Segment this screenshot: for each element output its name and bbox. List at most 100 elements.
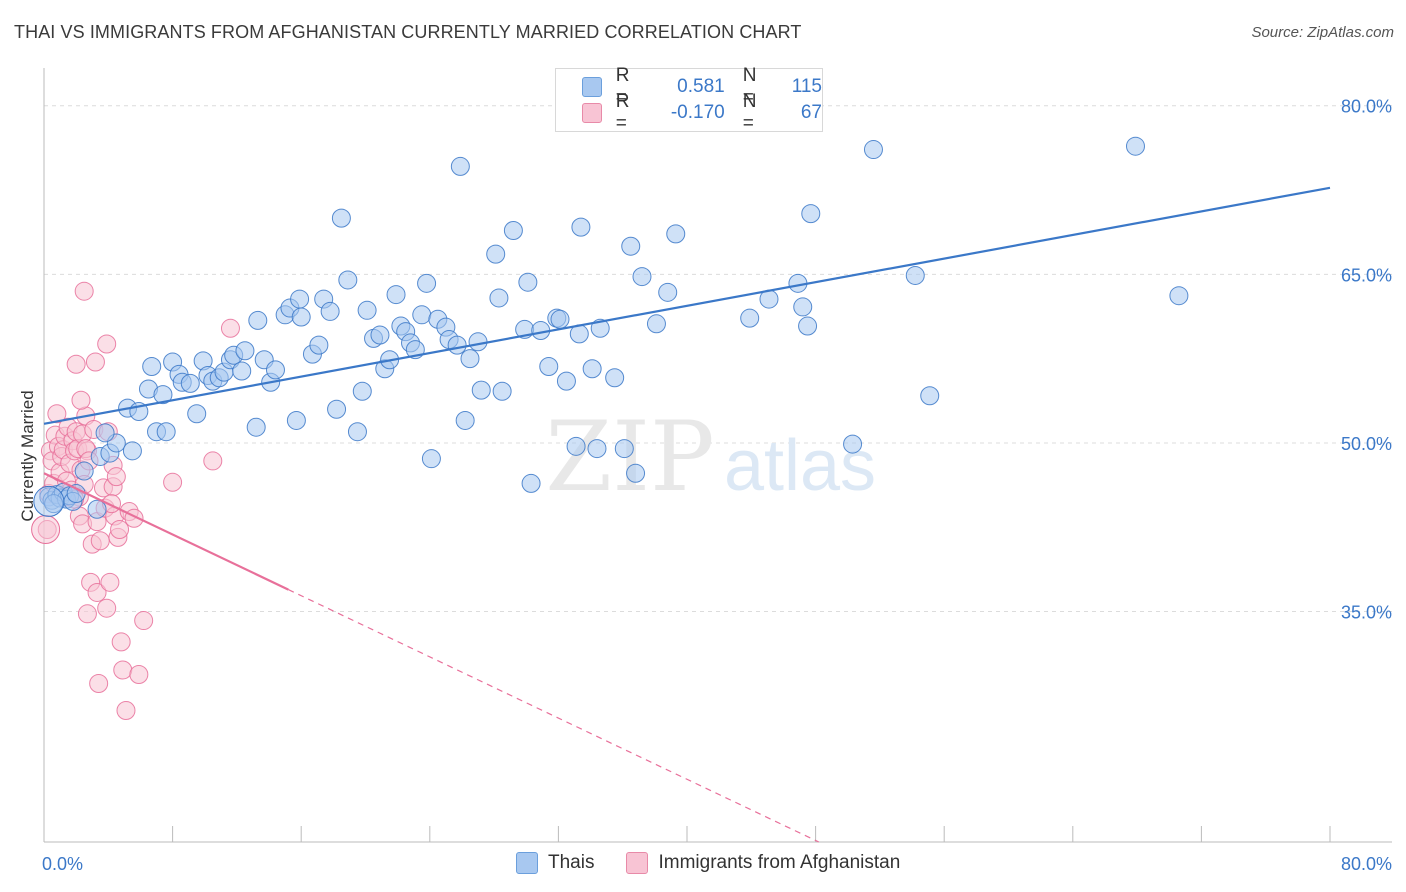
data-point [87, 582, 107, 602]
data-point [421, 449, 441, 469]
data-point [521, 473, 541, 493]
data-point [122, 441, 142, 461]
data-point [134, 611, 154, 631]
data-point [489, 288, 509, 308]
data-point [116, 700, 136, 720]
data-point [357, 300, 377, 320]
series-afghan-points [31, 281, 240, 720]
data-point [338, 270, 358, 290]
data-point [646, 314, 666, 334]
data-point [327, 399, 347, 419]
data-point [47, 404, 67, 424]
data-point [66, 354, 86, 374]
legend-label-afghan: Immigrants from Afghanistan [658, 852, 901, 873]
data-point [614, 439, 634, 459]
data-point [77, 604, 97, 624]
data-point [352, 381, 372, 401]
data-point [320, 301, 340, 321]
data-point [486, 244, 506, 264]
legend-n-value: 115 [791, 76, 822, 97]
data-point [801, 204, 821, 224]
legend-row-thais: R = 0.581 N = 115 [582, 65, 822, 108]
data-point [142, 357, 162, 377]
data-point [265, 360, 285, 380]
axes [43, 68, 1392, 843]
data-point [793, 297, 813, 317]
trendline-afghan-extension [288, 589, 820, 843]
source-label: Source: ZipAtlas.com [1251, 24, 1394, 41]
y-tick-label: 35.0% [1341, 603, 1392, 623]
legend-swatch-afghan [582, 103, 602, 123]
legend-r-label: R = [615, 91, 630, 134]
data-point [539, 357, 559, 377]
data-point [626, 463, 646, 483]
data-point [163, 472, 183, 492]
bottom-legend: Thais Immigrants from Afghanistan [516, 852, 932, 874]
data-point [129, 665, 149, 685]
x-tick-label: 0.0% [42, 854, 83, 874]
data-point [203, 451, 223, 471]
data-point [331, 208, 351, 228]
data-point [447, 335, 467, 355]
data-point-cluster [31, 515, 61, 545]
data-point [156, 422, 176, 442]
y-tick-label: 50.0% [1341, 434, 1392, 454]
y-tick-label: 80.0% [1341, 97, 1392, 117]
trendlines [43, 186, 1331, 843]
data-point [621, 236, 641, 256]
chart-title: THAI VS IMMIGRANTS FROM AFGHANISTAN CURR… [14, 22, 802, 42]
data-point [798, 316, 818, 336]
data-point [291, 307, 311, 327]
data-point [74, 461, 94, 481]
data-point [85, 352, 105, 372]
data-point [66, 484, 86, 504]
data-point [566, 436, 586, 456]
data-point [286, 410, 306, 430]
data-point [370, 325, 390, 345]
data-point [87, 499, 107, 519]
data-point [180, 373, 200, 393]
data-point [666, 224, 686, 244]
data-point [590, 318, 610, 338]
data-point [740, 308, 760, 328]
data-point [417, 273, 437, 293]
data-point [658, 282, 678, 302]
data-point [556, 371, 576, 391]
data-point [309, 335, 329, 355]
data-point [232, 361, 252, 381]
data-point-cluster [33, 485, 65, 517]
data-point [187, 404, 207, 424]
data-point [843, 434, 863, 454]
data-point [111, 632, 131, 652]
data-point [97, 334, 117, 354]
data-point [471, 380, 491, 400]
data-point [89, 674, 109, 694]
data-point [550, 309, 570, 329]
data-point [106, 467, 126, 487]
data-point [95, 423, 115, 443]
data-point [503, 220, 523, 240]
legend-item-thais[interactable]: Thais [516, 852, 594, 874]
data-point [1125, 136, 1145, 156]
data-point [587, 439, 607, 459]
data-point [920, 386, 940, 406]
data-point [110, 520, 130, 540]
data-point [90, 531, 110, 551]
data-point [220, 318, 240, 338]
legend-box: R = 0.581 N = 115 R = -0.170 N = 67 [555, 65, 823, 134]
legend-row-afghan: R = -0.170 N = 67 [582, 91, 822, 134]
legend-swatch-afghan [626, 852, 649, 874]
legend-swatch-thais [582, 77, 602, 97]
data-point [153, 385, 173, 405]
tick-labels: 80.0% 65.0% 50.0% 35.0% 0.0% 80.0% [42, 97, 1392, 874]
data-point [460, 349, 480, 369]
data-point [492, 381, 512, 401]
data-point [468, 332, 488, 352]
data-point [450, 156, 470, 176]
data-point [97, 598, 117, 618]
data-point [571, 217, 591, 237]
data-point [100, 572, 120, 592]
legend-item-afghan[interactable]: Immigrants from Afghanistan [626, 852, 900, 874]
legend-swatch-thais [516, 852, 538, 874]
